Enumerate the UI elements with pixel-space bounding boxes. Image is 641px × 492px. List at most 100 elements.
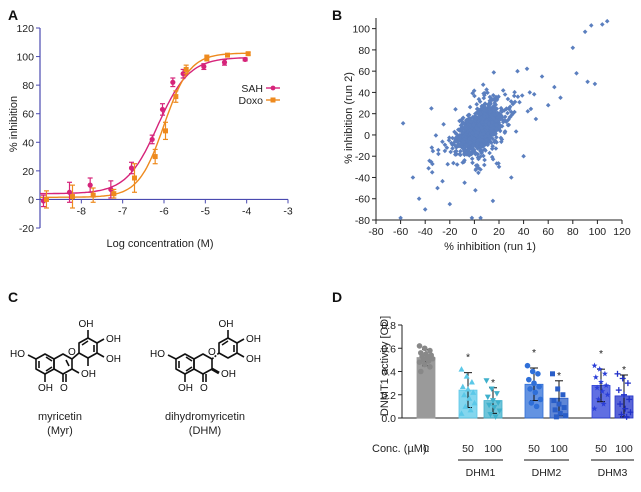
panel-b-point — [506, 122, 512, 128]
panel-b-point — [484, 87, 489, 92]
panel-d-point — [552, 407, 558, 413]
panel-d-point — [421, 345, 428, 352]
panel-b-point — [478, 144, 484, 149]
panel-b-point — [471, 143, 476, 149]
panel-d-bar-chart: 0.0 0.2 0.4 0.6 0.8 0 * 50 * 100 DHM1 * 50 * 100 DHM2 *… — [372, 316, 634, 479]
panel-b-point — [475, 155, 481, 160]
panel-b-point — [488, 135, 493, 141]
dhm-o-ring: O — [208, 347, 216, 358]
dhm-name: dihydromyricetin — [165, 411, 245, 423]
panel-a-point-sah — [180, 71, 186, 77]
panel-a-y-axis-title: % inhibition — [8, 96, 20, 152]
panel-a-point-doxo — [70, 194, 75, 200]
panel-b-point — [604, 18, 610, 24]
panel-d-point — [462, 403, 469, 409]
panel-b-point — [435, 185, 440, 191]
panel-b-point — [480, 134, 485, 140]
panel-b-point — [453, 107, 458, 112]
panel-b-point — [471, 88, 477, 93]
panel-b-point — [490, 144, 495, 149]
panel-b-point — [436, 147, 441, 153]
panel-b-y-tick-label: 20 — [358, 109, 370, 121]
panel-a-point-sah — [128, 165, 135, 171]
panel-d-point — [524, 362, 531, 369]
panel-b-point — [505, 110, 510, 116]
panel-b-point — [494, 135, 499, 140]
panel-b-point — [488, 139, 493, 144]
panel-a-legend-marker — [270, 97, 276, 103]
panel-b-point — [481, 131, 486, 137]
panel-b-point — [533, 116, 539, 122]
panel-a-point-sah — [108, 186, 114, 193]
panel-d-point — [427, 364, 433, 370]
panel-b-point — [470, 130, 475, 136]
panel-b-point — [440, 178, 445, 184]
panel-b-point — [473, 133, 479, 138]
panel-b-point — [500, 88, 506, 93]
panel-d-point — [596, 366, 603, 372]
panel-b-point — [474, 116, 479, 121]
panel-b-point — [422, 207, 428, 212]
panel-d-y-tick-label: 0.8 — [381, 320, 396, 332]
panel-b-point — [492, 98, 498, 104]
panel-b-point — [479, 106, 484, 111]
panel-b-point — [521, 153, 526, 159]
panel-b-point — [447, 135, 452, 140]
panel-d-point — [466, 395, 473, 401]
panel-b-point — [427, 158, 432, 164]
panel-b-point — [513, 129, 519, 134]
panel-b-point — [507, 104, 513, 110]
panel-a-point-sah — [149, 136, 155, 143]
panel-d-point — [527, 386, 533, 392]
panel-a-point-doxo — [111, 191, 117, 197]
panel-a-y-tick-label: 80 — [22, 80, 34, 92]
panel-b-point — [429, 170, 435, 175]
panel-label-d: D — [332, 289, 342, 305]
panel-b-point — [457, 152, 462, 157]
dhm-abbr: (DHM) — [189, 425, 221, 437]
panel-b-point — [430, 161, 435, 167]
panel-b-point — [477, 129, 482, 134]
panel-d-point — [591, 362, 598, 369]
panel-b-point — [475, 130, 480, 136]
panel-d-group-label-dhm1: DHM1 — [466, 467, 496, 479]
panel-a-y-tick-label: 60 — [22, 109, 34, 121]
panel-b-points — [398, 18, 610, 221]
panel-b-point — [585, 79, 590, 85]
panel-b-y-tick-label: 80 — [358, 45, 370, 57]
panel-b-point — [497, 113, 502, 118]
panel-b-point — [527, 90, 532, 95]
panel-b-point — [429, 145, 435, 150]
panel-d-y-axis-title: DNMT1 activity [OD] — [379, 316, 391, 416]
panel-a-point-sah — [242, 56, 248, 63]
panel-b-x-tick-label: -80 — [368, 226, 383, 238]
panel-d-point — [537, 396, 544, 403]
panel-a-x-tick-label: -6 — [159, 205, 168, 217]
panel-b-point — [478, 111, 483, 117]
dhm-oh-bottom: OH — [178, 383, 193, 394]
panel-d-point — [458, 410, 465, 416]
panel-b-point — [469, 135, 474, 140]
panel-a-point-doxo — [183, 66, 189, 72]
panel-b-point — [486, 121, 492, 126]
panel-b-point — [454, 131, 459, 137]
myr-oh-bottom: OH — [38, 383, 53, 394]
panel-b-x-tick-label: 100 — [589, 226, 607, 238]
panel-b-point — [471, 132, 477, 137]
panel-d-point — [594, 384, 601, 391]
panel-b-point — [499, 139, 504, 145]
panel-b-x-tick-label: 60 — [542, 226, 554, 238]
panel-b-point — [481, 114, 487, 120]
panel-a-x-tick-label: -7 — [118, 205, 127, 217]
myr-oh-top: OH — [79, 319, 94, 330]
panel-b-point — [499, 137, 505, 142]
panel-b-point — [469, 215, 475, 221]
panel-a-point-doxo — [225, 52, 230, 58]
panel-b-point — [484, 114, 490, 119]
myr-oh-lower: OH — [106, 354, 121, 365]
panel-b-point — [478, 148, 483, 154]
panel-d-point — [560, 392, 566, 398]
panel-b-point — [482, 157, 487, 163]
panel-d-point — [421, 361, 428, 368]
